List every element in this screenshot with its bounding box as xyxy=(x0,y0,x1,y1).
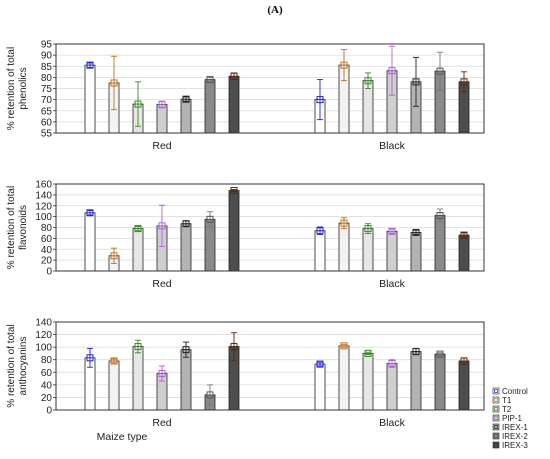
legend-label: Control xyxy=(502,387,528,396)
legend-label: IREX-2 xyxy=(502,432,528,441)
legend-label: IREX-1 xyxy=(502,423,528,432)
plot-frame xyxy=(55,183,485,272)
legend-marker xyxy=(494,434,498,438)
category-label: Red xyxy=(152,140,171,152)
legend-label: PIP-1 xyxy=(502,414,523,423)
bar-t2 xyxy=(362,353,374,411)
y-axis-label-line: % retention of total xyxy=(6,186,17,269)
y-tick-label: 55 xyxy=(41,129,53,140)
bar-t1 xyxy=(338,345,350,411)
y-tick-label: 40 xyxy=(41,380,53,391)
legend-marker xyxy=(494,398,498,402)
y-tick-label: 120 xyxy=(35,330,52,341)
legend-marker xyxy=(494,407,498,411)
y-tick-label: 100 xyxy=(35,212,52,223)
y-axis-label-line: phenolics xyxy=(18,67,29,109)
bar-irex-3 xyxy=(458,234,470,272)
bar-control xyxy=(84,64,96,134)
y-tick-label: 80 xyxy=(41,223,53,234)
y-tick-label: 0 xyxy=(46,406,52,417)
y-tick-label: 20 xyxy=(41,256,53,267)
legend-marker xyxy=(494,389,498,393)
y-axis-label: % retention of totalanthocyanins xyxy=(6,324,29,407)
y-axis-label-line: % retention of total xyxy=(6,324,17,407)
bar-irex-3 xyxy=(458,360,470,411)
bar-irex-1 xyxy=(180,349,192,411)
bar-t2 xyxy=(132,346,144,411)
bar-pip-1 xyxy=(386,363,398,411)
bar-irex-1 xyxy=(180,98,192,134)
y-tick-label: 140 xyxy=(35,318,52,329)
y-tick-label: 100 xyxy=(35,343,52,354)
bar-control xyxy=(314,230,326,272)
legend-swatch xyxy=(492,432,500,440)
bar-control xyxy=(314,363,326,411)
plot-frame xyxy=(55,43,485,134)
bar-t1 xyxy=(108,360,120,411)
category-label: Black xyxy=(379,140,405,152)
bar-control xyxy=(84,212,96,272)
y-tick-label: 95 xyxy=(41,40,53,51)
legend-label: T2 xyxy=(502,405,512,414)
bar-pip-1 xyxy=(386,230,398,272)
y-tick-label: 0 xyxy=(46,267,52,278)
y-axis-label-line: flavonoids xyxy=(18,205,29,250)
legend-marker xyxy=(494,425,498,429)
plot-frame xyxy=(55,321,485,411)
y-tick-label: 70 xyxy=(41,95,53,106)
legend-swatch xyxy=(492,405,500,413)
x-axis-label: Maize type xyxy=(97,431,148,443)
legend-swatch xyxy=(492,423,500,431)
panel-label: (A) xyxy=(267,4,283,16)
y-tick-label: 60 xyxy=(41,234,53,245)
y-tick-label: 120 xyxy=(35,201,52,212)
category-label: Black xyxy=(379,278,405,290)
bar-irex-2 xyxy=(434,215,446,272)
legend-label: T1 xyxy=(502,396,512,405)
y-tick-label: 90 xyxy=(41,51,53,62)
bar-t2 xyxy=(362,228,374,272)
y-tick-label: 60 xyxy=(41,117,53,128)
bar-irex-1 xyxy=(180,223,192,272)
legend-marker xyxy=(494,416,498,420)
legend-swatch xyxy=(492,441,500,449)
legend-swatch xyxy=(492,396,500,404)
bar-t1 xyxy=(338,222,350,272)
y-axis-label: % retention of totalphenolics xyxy=(6,47,29,130)
bar-irex-1 xyxy=(410,231,422,272)
legend-swatch xyxy=(492,414,500,422)
y-tick-label: 85 xyxy=(41,62,53,73)
y-tick-label: 140 xyxy=(35,190,52,201)
bar-irex-2 xyxy=(204,79,216,134)
y-tick-label: 160 xyxy=(35,180,52,191)
y-axis-label-line: anthocyanins xyxy=(18,337,29,396)
bar-irex-3 xyxy=(228,75,240,134)
y-tick-label: 75 xyxy=(41,84,53,95)
bar-t2 xyxy=(132,228,144,272)
bar-irex-1 xyxy=(410,351,422,411)
legend-swatch xyxy=(492,387,500,395)
bar-pip-1 xyxy=(156,104,168,134)
legend-label: IREX-3 xyxy=(502,441,528,450)
bar-irex-2 xyxy=(434,353,446,411)
category-label: Red xyxy=(152,278,171,290)
y-tick-label: 80 xyxy=(41,73,53,84)
legend-marker xyxy=(494,443,498,447)
y-tick-label: 80 xyxy=(41,355,53,366)
y-tick-label: 20 xyxy=(41,393,53,404)
category-label: Black xyxy=(379,417,405,429)
y-tick-label: 60 xyxy=(41,368,53,379)
y-tick-label: 40 xyxy=(41,245,53,256)
y-axis-label: % retention of totalflavonoids xyxy=(6,186,29,269)
category-label: Red xyxy=(152,417,171,429)
y-axis-label-line: % retention of total xyxy=(6,47,17,130)
y-tick-label: 65 xyxy=(41,106,53,117)
bar-irex-3 xyxy=(228,190,240,272)
